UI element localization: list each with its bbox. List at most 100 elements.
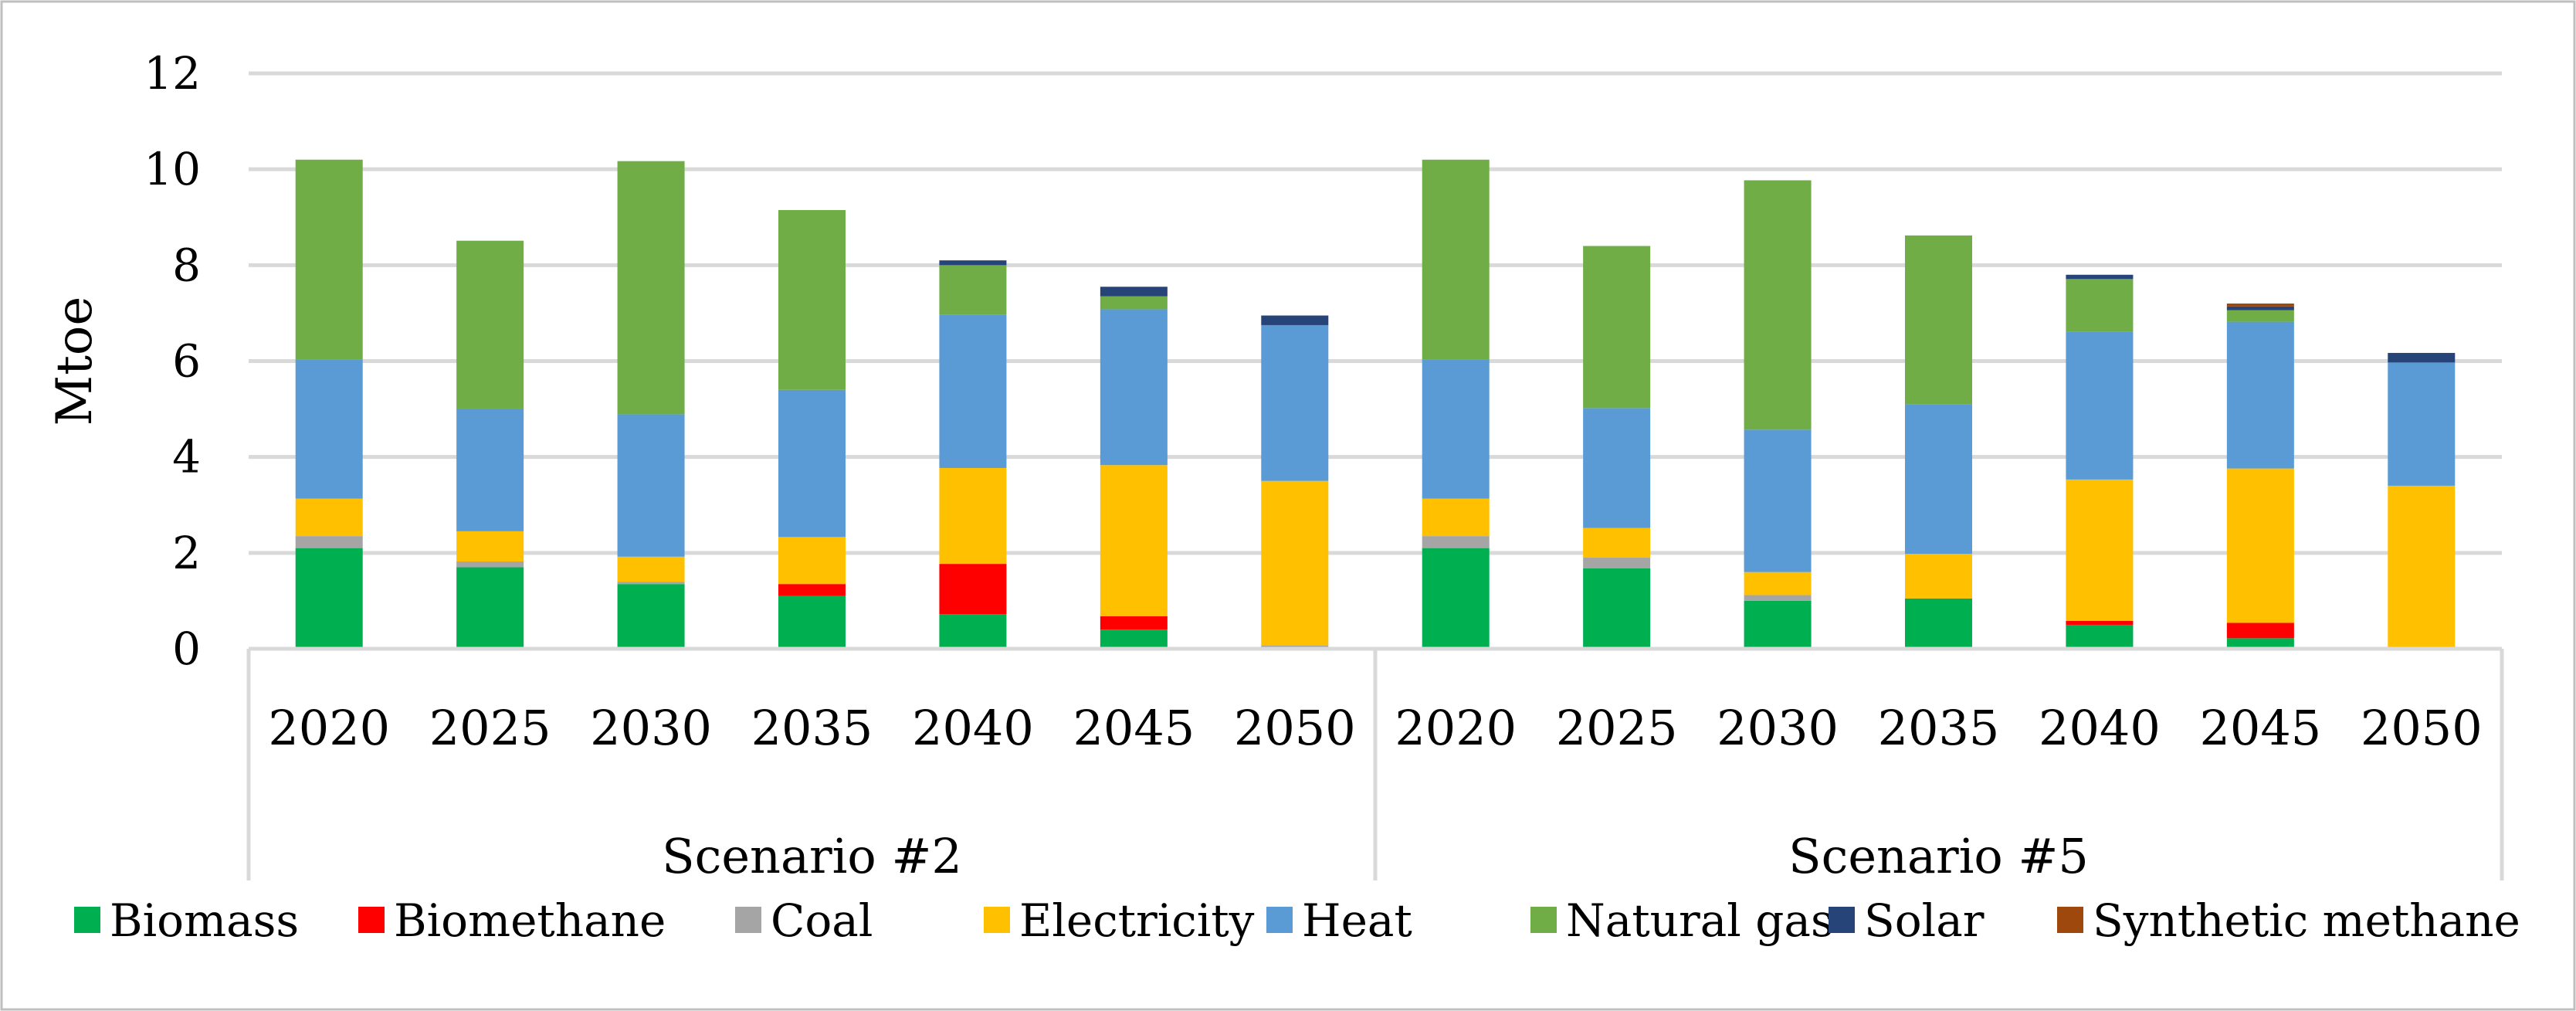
bar-coal-2025-2 xyxy=(1583,558,1651,568)
bar-biomass-2020-1 xyxy=(295,548,363,649)
bar-natural-gas-2035-1 xyxy=(778,209,846,390)
x-tick-label: 2040 xyxy=(2039,700,2161,756)
bar-heat-2045-1 xyxy=(1100,309,1168,466)
bar-heat-2030-2 xyxy=(1744,429,1812,572)
bar-natural-gas-2030-1 xyxy=(617,161,685,415)
y-tick-label: 0 xyxy=(172,623,201,675)
legend-swatch-biomass xyxy=(74,907,100,933)
bar-biomethane-2045-1 xyxy=(1100,616,1168,630)
bar-electricity-2020-2 xyxy=(1422,498,1490,537)
bar-biomass-2040-1 xyxy=(939,614,1007,649)
bar-solar-2045-1 xyxy=(1100,287,1168,297)
bar-coal-2030-1 xyxy=(617,582,685,585)
legend-swatch-electricity xyxy=(984,907,1010,933)
x-tick-label: 2040 xyxy=(912,700,1034,756)
y-tick-label: 8 xyxy=(172,239,201,291)
bar-electricity-2040-2 xyxy=(2066,479,2134,621)
bar-biomass-2045-1 xyxy=(1100,629,1168,649)
bar-heat-2020-2 xyxy=(1422,359,1490,499)
legend-label-natural-gas: Natural gas xyxy=(1566,894,1834,947)
bar-natural-gas-2020-1 xyxy=(295,159,363,360)
legend-label-biomethane: Biomethane xyxy=(394,894,666,947)
legend-label-solar: Solar xyxy=(1864,894,1985,947)
bar-electricity-2045-1 xyxy=(1100,465,1168,616)
bar-heat-2040-1 xyxy=(939,314,1007,468)
bar-heat-2040-2 xyxy=(2066,331,2134,480)
bar-natural-gas-2040-1 xyxy=(939,265,1007,315)
axes: 0 2 4 6 8 10 12 Mtoe 2020 2025 2030 2035 2040 2045 205… xyxy=(46,47,2504,884)
legend-swatch-coal xyxy=(735,907,761,933)
legend-swatch-heat xyxy=(1266,907,1293,933)
bar-electricity-2035-2 xyxy=(1905,554,1972,599)
bar-solar-2045-2 xyxy=(2226,306,2294,310)
y-tick-label: 6 xyxy=(172,335,201,388)
bar-natural-gas-2025-2 xyxy=(1583,246,1651,409)
bar-heat-2045-2 xyxy=(2226,321,2294,469)
bar-synthetic-methane-2045-2 xyxy=(2226,304,2294,307)
bar-biomass-2045-2 xyxy=(2226,638,2294,649)
x-tick-label: 2020 xyxy=(268,700,390,756)
bar-solar-2050-1 xyxy=(1261,315,1329,325)
bar-biomass-2025-2 xyxy=(1583,568,1651,649)
bar-biomass-2020-2 xyxy=(1422,548,1490,649)
x-tick-label: 2045 xyxy=(2199,700,2321,756)
legend-label-heat: Heat xyxy=(1302,894,1412,947)
legend-swatch-synthetic-methane xyxy=(2057,907,2083,933)
legend-swatch-biomethane xyxy=(358,907,385,933)
bar-biomass-2025-1 xyxy=(456,567,524,649)
legend-label-coal: Coal xyxy=(771,894,873,947)
bar-natural-gas-2025-1 xyxy=(456,240,524,409)
bar-electricity-2050-1 xyxy=(1261,480,1329,646)
y-tick-label: 4 xyxy=(172,431,201,483)
bar-heat-2050-2 xyxy=(2388,362,2456,486)
x-tick-label: 2025 xyxy=(429,700,551,756)
bar-biomethane-2035-1 xyxy=(778,584,846,596)
x-tick-label: 2035 xyxy=(1878,700,2000,756)
bar-biomass-2030-2 xyxy=(1744,600,1812,649)
group-label-1: Scenario #2 xyxy=(662,828,962,884)
bar-heat-2035-1 xyxy=(778,389,846,538)
x-tick-label: 2050 xyxy=(2361,700,2483,756)
bar-biomass-2035-2 xyxy=(1905,598,1972,649)
bar-heat-2025-2 xyxy=(1583,408,1651,528)
bar-electricity-2020-1 xyxy=(295,498,363,537)
bar-heat-2025-1 xyxy=(456,408,524,531)
x-tick-label: 2030 xyxy=(1717,700,1839,756)
bar-biomass-2035-1 xyxy=(778,595,846,649)
x-tick-label: 2025 xyxy=(1556,700,1678,756)
bar-natural-gas-2045-2 xyxy=(2226,310,2294,322)
bar-heat-2030-1 xyxy=(617,414,685,557)
y-tick-label: 12 xyxy=(144,47,201,100)
bar-electricity-2045-2 xyxy=(2226,468,2294,623)
bar-natural-gas-2020-2 xyxy=(1422,159,1490,360)
x-tick-label: 2020 xyxy=(1395,700,1517,756)
legend: Biomass Biomethane Coal Electricity Heat Natu… xyxy=(74,894,2520,947)
legend-label-biomass: Biomass xyxy=(110,894,299,947)
bar-solar-2040-1 xyxy=(939,260,1007,266)
bar-electricity-2025-2 xyxy=(1583,528,1651,558)
bar-natural-gas-2040-2 xyxy=(2066,279,2134,332)
x-tick-label: 2050 xyxy=(1234,700,1356,756)
bar-coal-2020-1 xyxy=(295,536,363,548)
bar-electricity-2030-1 xyxy=(617,556,685,582)
legend-label-synthetic-methane: Synthetic methane xyxy=(2093,894,2520,947)
bar-electricity-2040-1 xyxy=(939,467,1007,565)
x-tick-label: 2030 xyxy=(590,700,712,756)
bar-electricity-2050-2 xyxy=(2388,485,2456,648)
bar-coal-2025-1 xyxy=(456,561,524,568)
bars xyxy=(295,159,2456,649)
bar-electricity-2025-1 xyxy=(456,531,524,562)
bar-heat-2020-1 xyxy=(295,359,363,499)
bar-natural-gas-2030-2 xyxy=(1744,180,1812,430)
bar-biomethane-2040-1 xyxy=(939,564,1007,615)
bar-biomethane-2045-2 xyxy=(2226,623,2294,639)
bar-natural-gas-2045-1 xyxy=(1100,296,1168,310)
bar-biomass-2040-2 xyxy=(2066,624,2134,649)
bar-biomethane-2040-2 xyxy=(2066,620,2134,625)
x-tick-label: 2045 xyxy=(1073,700,1195,756)
bar-electricity-2035-1 xyxy=(778,537,846,585)
bar-solar-2050-2 xyxy=(2388,352,2456,363)
bar-heat-2050-1 xyxy=(1261,324,1329,481)
